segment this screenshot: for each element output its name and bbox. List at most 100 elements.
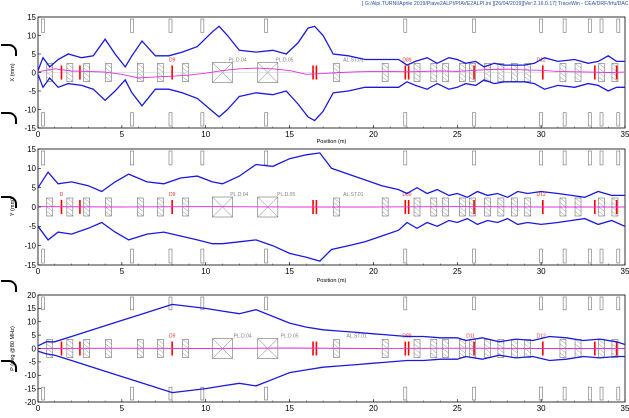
quadrupole-hatch — [137, 352, 144, 358]
quadrupole-hatch — [574, 76, 582, 82]
quadrupole-hatch — [574, 343, 582, 349]
quadrupole-hatch — [442, 339, 449, 345]
quadrupole-hatch — [598, 348, 605, 354]
beamline-chamber-top — [264, 296, 268, 311]
quadrupole-hatch — [66, 206, 73, 212]
quadrupole-hatch — [484, 197, 491, 203]
quadrupole-hatch — [105, 76, 112, 82]
element-label: PL.D.05 — [276, 58, 294, 64]
quadrupole-hatch — [497, 211, 505, 217]
beamline-chamber-bottom — [616, 386, 621, 401]
beamline-chamber-top — [587, 296, 592, 311]
beamline-chamber-bottom — [168, 386, 173, 401]
quadrupole-hatch — [511, 352, 518, 358]
quadrupole-hatch — [559, 352, 567, 358]
y-tick-label: 0 — [32, 68, 37, 77]
y-tick-label: 10 — [27, 318, 36, 327]
beamline-chamber-top — [200, 150, 205, 166]
beamline-chamber-bottom — [599, 248, 604, 264]
quadrupole-hatch — [105, 197, 112, 203]
x-tick-label: 20 — [369, 267, 378, 276]
quadrupole-hatch — [484, 348, 491, 354]
series-envelope-top-p — [37, 303, 626, 347]
x-tick-label: 15 — [285, 267, 294, 276]
series-envelope-bottom-x — [37, 74, 625, 122]
quadrupole-hatch — [66, 72, 73, 78]
element-label: D9 — [169, 192, 176, 198]
quadrupole-hatch — [382, 352, 389, 358]
quadrupole-hatch — [413, 348, 421, 354]
series-envelope-bottom-y — [37, 217, 626, 262]
quadrupole-hatch — [157, 348, 164, 354]
quadrupole-hatch — [83, 76, 90, 82]
quadrupole-hatch — [559, 348, 567, 354]
y-tick-label: 15 — [27, 304, 36, 313]
quadrupole-hatch — [574, 339, 582, 345]
quadrupole-hatch — [46, 343, 53, 349]
quadrupole-hatch — [524, 202, 531, 208]
quadrupole-hatch — [182, 76, 189, 82]
quadrupole-hatch — [459, 67, 466, 73]
quadrupole-hatch — [497, 197, 505, 203]
quadrupole-hatch — [83, 63, 90, 69]
quadrupole-hatch — [182, 72, 189, 78]
y-tick-label: 15 — [27, 13, 36, 22]
quadrupole-hatch — [430, 72, 437, 78]
y-tick-label: 10 — [27, 31, 36, 40]
x-tick-label: 0 — [36, 267, 41, 276]
quadrupole-hatch — [524, 343, 531, 349]
quadrupole-hatch — [157, 211, 164, 217]
quadrupole-hatch — [459, 339, 466, 345]
quadrupole-hatch — [598, 211, 605, 217]
beamline-chamber-bottom — [587, 386, 592, 401]
quadrupole-hatch — [559, 72, 567, 78]
element-label: PL.D.04 — [234, 334, 252, 340]
quadrupole-hatch — [46, 211, 53, 217]
quadrupole-hatch — [83, 206, 90, 212]
quadrupole-hatch — [524, 76, 531, 82]
quadrupole-hatch — [559, 343, 567, 349]
quadrupole-hatch — [559, 76, 567, 82]
quadrupole-hatch — [497, 67, 505, 73]
beamline-chamber-top — [472, 150, 476, 166]
quadrupole-hatch — [469, 211, 476, 217]
quadrupole-hatch — [137, 348, 144, 354]
quadrupole-hatch — [137, 72, 144, 78]
quadrupole-hatch — [382, 343, 389, 349]
header-file-info: [ G:/Alpi.TURNI/Aprile 2019/Piave2ALPI/P… — [362, 1, 628, 7]
beamline-chamber-top — [168, 150, 173, 166]
beamline-chamber-top — [562, 18, 567, 33]
quadrupole-hatch — [430, 339, 437, 345]
beamline-chamber-bottom — [264, 248, 268, 264]
quadrupole-hatch — [413, 197, 421, 203]
beamline-chamber-top — [616, 18, 621, 33]
beamline-chamber-bottom — [130, 248, 134, 264]
beamline-chamber-bottom — [587, 248, 592, 264]
quadrupole-hatch — [413, 72, 421, 78]
quadrupole-hatch — [83, 352, 90, 358]
quadrupole-hatch — [598, 206, 605, 212]
quadrupole-hatch — [137, 339, 144, 345]
beamline-chamber-top — [403, 296, 408, 311]
quadrupole-hatch — [83, 72, 90, 78]
beamline-chamber-top — [41, 150, 45, 166]
quadrupole-hatch — [333, 352, 340, 358]
quadrupole-hatch — [382, 76, 389, 82]
x-tick-label: 35 — [621, 404, 629, 413]
quadrupole-hatch — [511, 197, 518, 203]
quadrupole-hatch — [511, 211, 518, 217]
quadrupole-hatch — [333, 202, 340, 208]
y-axis-title: P (deg @80 MHz) — [10, 326, 16, 371]
quadrupole-hatch — [430, 348, 437, 354]
quadrupole-hatch — [105, 211, 112, 217]
y-tick-label: 5 — [32, 183, 37, 192]
x-tick-label: 10 — [201, 404, 210, 413]
beamline-chamber-bottom — [41, 386, 45, 401]
quadrupole-hatch — [484, 76, 491, 82]
quadrupole-hatch — [574, 63, 582, 69]
quadrupole-hatch — [105, 202, 112, 208]
quadrupole-hatch — [574, 202, 582, 208]
y-tick-label: -10 — [24, 105, 36, 114]
quadrupole-hatch — [459, 76, 466, 82]
beamline-chamber-top — [616, 296, 621, 311]
